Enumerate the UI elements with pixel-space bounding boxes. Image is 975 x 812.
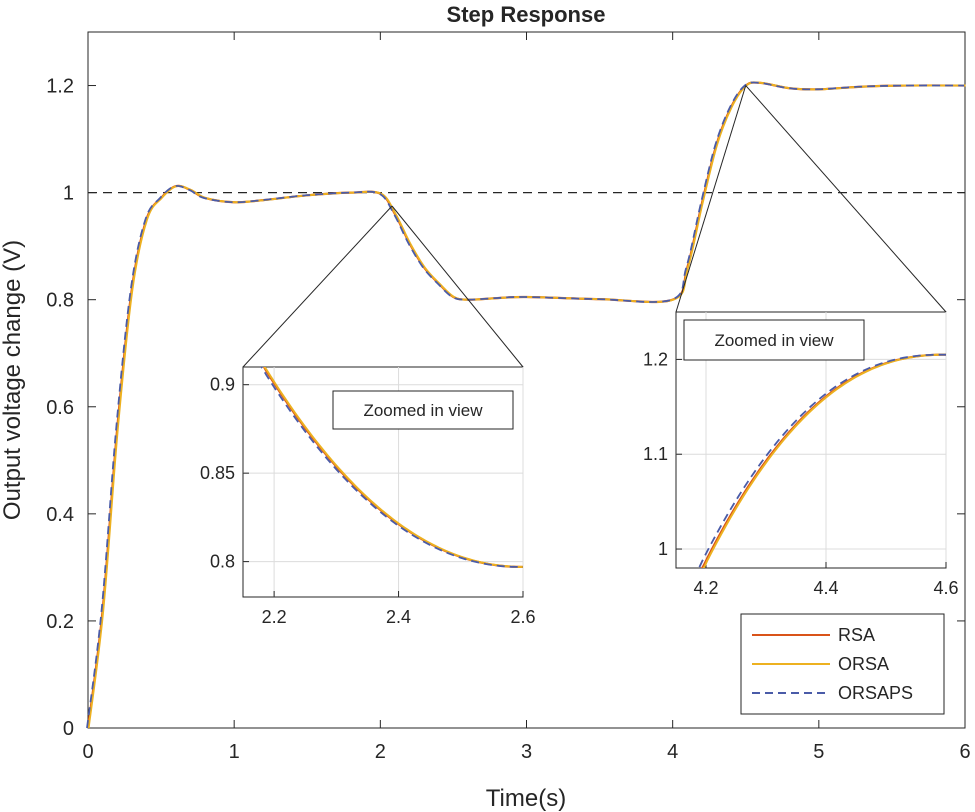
inset-y-tick-label: 1.2 — [643, 349, 668, 369]
main-axis-ticks: 0 1 2 3 4 5 6 0 0.2 0.4 0.6 0.8 1 1.2 — [46, 32, 971, 763]
x-tick-label: 5 — [813, 741, 824, 763]
inset-x-tick-label: 4.6 — [933, 578, 958, 598]
inset-x-tick-label: 2.6 — [510, 607, 535, 627]
legend: RSA ORSA ORSAPS — [740, 613, 945, 715]
inset-x-tick-label: 4.4 — [813, 578, 838, 598]
inset-y-tick-label: 0.9 — [210, 375, 235, 395]
inset-2-series — [697, 353, 946, 568]
y-tick-label: 1 — [63, 183, 74, 205]
legend-label-orsa: ORSA — [838, 654, 889, 674]
x-tick-label: 0 — [82, 741, 93, 763]
inset-1: 2.2 2.4 2.6 0.8 0.85 0.9 Zoomed in view — [200, 366, 536, 627]
x-tick-label: 4 — [667, 741, 678, 763]
y-tick-label: 0.6 — [46, 397, 74, 419]
inset-y-tick-label: 0.8 — [210, 552, 235, 572]
y-tick-label: 0.4 — [46, 504, 74, 526]
x-tick-label: 6 — [959, 741, 970, 763]
inset-y-tick-label: 1.1 — [643, 444, 668, 464]
inset-2-connector-left — [675, 85, 747, 313]
inset-y-tick-label: 0.85 — [200, 463, 235, 483]
inset-series-orsa — [702, 353, 946, 568]
legend-label-orsaps: ORSAPS — [838, 683, 913, 703]
inset-1-series — [260, 367, 523, 569]
y-tick-label: 1.2 — [46, 76, 74, 98]
inset-x-tick-label: 2.4 — [386, 607, 411, 627]
series-line-orsaps — [86, 81, 965, 729]
inset-2-annotation-box — [683, 319, 865, 361]
y-tick-label: 0.2 — [46, 611, 74, 633]
x-axis-label: Time(s) — [486, 785, 566, 812]
inset-2-ticks: 4.2 4.4 4.6 1 1.1 1.2 — [643, 312, 959, 598]
y-tick-label: 0 — [63, 718, 74, 740]
inset-2-connector-right — [745, 85, 947, 313]
inset-2-annotation: Zoomed in view — [714, 331, 834, 350]
y-axis-label: Output voltage change (V) — [0, 240, 26, 520]
y-tick-label: 0.8 — [46, 290, 74, 312]
inset-y-tick-label: 1 — [658, 539, 668, 559]
inset-x-tick-label: 4.2 — [693, 578, 718, 598]
inset-1-annotation: Zoomed in view — [363, 401, 483, 420]
inset-series-orsaps — [697, 353, 946, 568]
inset-2: 4.2 4.4 4.6 1 1.1 1.2 Zoomed in view — [643, 311, 959, 598]
zoom-connectors — [242, 85, 947, 368]
inset-series-orsaps — [260, 367, 523, 568]
inset-x-tick-label: 2.2 — [262, 607, 287, 627]
x-tick-label: 2 — [375, 741, 386, 763]
legend-label-rsa: RSA — [838, 625, 875, 645]
x-tick-label: 3 — [521, 741, 532, 763]
inset-1-ticks: 2.2 2.4 2.6 0.8 0.85 0.9 — [200, 367, 536, 627]
x-tick-label: 1 — [229, 741, 240, 763]
inset-1-annotation-box — [332, 390, 514, 430]
chart-title: Step Response — [447, 2, 606, 27]
inset-1-connector-left — [242, 205, 393, 368]
inset-1-connector-right — [391, 205, 524, 368]
